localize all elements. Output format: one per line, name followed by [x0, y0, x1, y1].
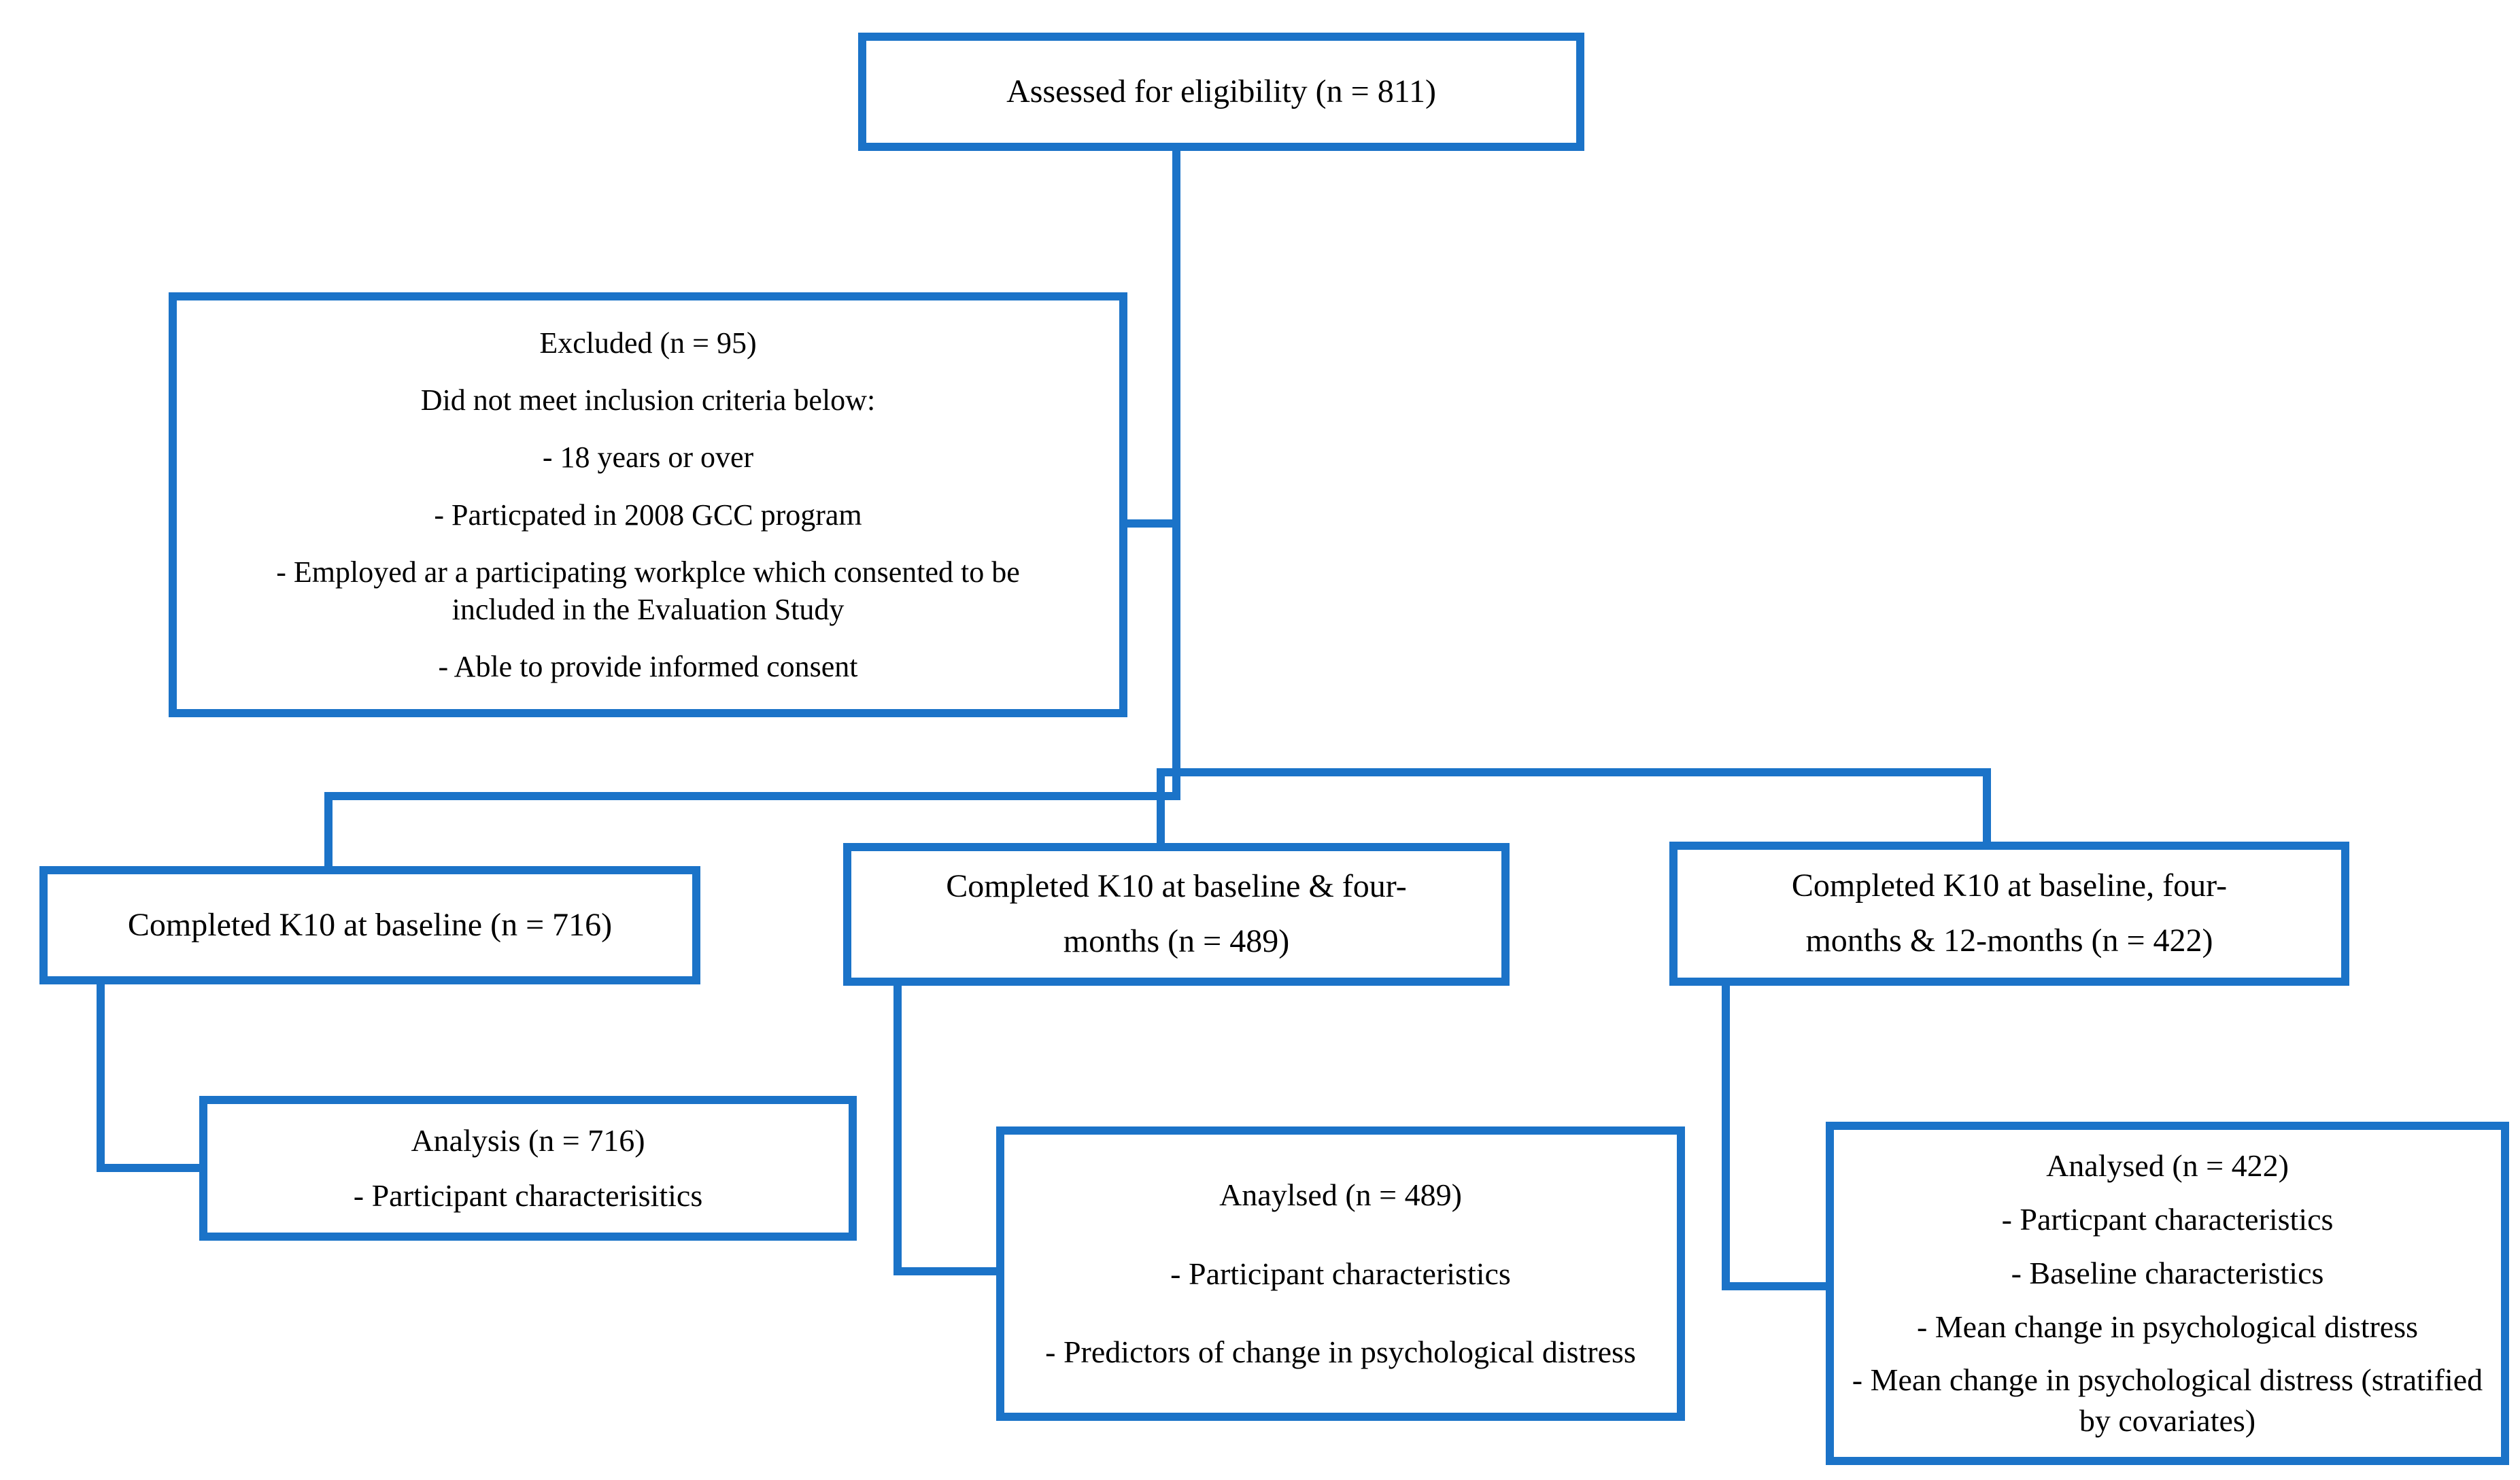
- excluded-criterion: - Employed ar a participating workplce w…: [276, 555, 1020, 626]
- completed-four-month-box: Completed K10 at baseline & four- months…: [843, 843, 1510, 986]
- completed-four-month-line2: months (n = 489): [1063, 923, 1290, 959]
- analysis-twelve-month-item: - Particpant characteristics: [2001, 1201, 2334, 1237]
- excluded-title: Excluded (n = 95): [539, 326, 757, 360]
- analysis-baseline-box: Analysis (n = 716) - Participant charact…: [199, 1096, 857, 1241]
- analysis-twelve-month-item: - Mean change in psychological distress: [1916, 1309, 2419, 1344]
- completed-baseline-box: Completed K10 at baseline (n = 716): [39, 866, 700, 984]
- assessed-eligibility-box: Assessed for eligibility (n = 811): [858, 33, 1584, 151]
- assessed-eligibility-label: Assessed for eligibility (n = 811): [1006, 73, 1436, 109]
- analysis-twelve-month-title: Analysed (n = 422): [2046, 1148, 2289, 1184]
- excluded-box: Excluded (n = 95) Did not meet inclusion…: [169, 292, 1127, 717]
- connector-right-branch: [1157, 768, 1991, 850]
- completed-twelve-month-line2: months & 12-months (n = 422): [1805, 923, 2213, 959]
- connector-fourmonth-to-analysis: [893, 982, 1003, 1275]
- completed-twelve-month-line1: Completed K10 at baseline, four-: [1791, 867, 2228, 904]
- analysis-twelve-month-item: - Baseline characteristics: [2011, 1255, 2324, 1290]
- analysis-four-month-box: Anaylsed (n = 489) - Participant charact…: [996, 1126, 1685, 1421]
- excluded-criterion: - Particpated in 2008 GCC program: [434, 498, 862, 532]
- excluded-subtitle: Did not meet inclusion criteria below:: [420, 383, 876, 417]
- excluded-criterion: - Able to provide informed consent: [438, 649, 858, 683]
- completed-twelve-month-box: Completed K10 at baseline, four- months …: [1669, 842, 2349, 986]
- analysis-twelve-month-box: Analysed (n = 422) - Particpant characte…: [1826, 1122, 2509, 1465]
- analysis-four-month-item: - Predictors of change in psychological …: [1045, 1334, 1636, 1369]
- excluded-criterion: - 18 years or over: [542, 441, 754, 475]
- analysis-baseline-title: Analysis (n = 716): [411, 1123, 645, 1158]
- completed-four-month-line1: Completed K10 at baseline & four-: [946, 868, 1407, 905]
- connector-twelvemonth-to-analysis: [1722, 982, 1833, 1290]
- connector-baseline-to-analysis: [97, 980, 204, 1172]
- completed-baseline-label: Completed K10 at baseline (n = 716): [127, 906, 613, 943]
- analysis-twelve-month-item: - Mean change in psychological distress …: [1852, 1362, 2483, 1439]
- connector-left-branch: [324, 792, 1180, 870]
- analysis-four-month-title: Anaylsed (n = 489): [1219, 1177, 1462, 1213]
- analysis-four-month-item: - Participant characteristics: [1170, 1256, 1511, 1291]
- analysis-baseline-item: - Participant characterisitics: [353, 1177, 703, 1213]
